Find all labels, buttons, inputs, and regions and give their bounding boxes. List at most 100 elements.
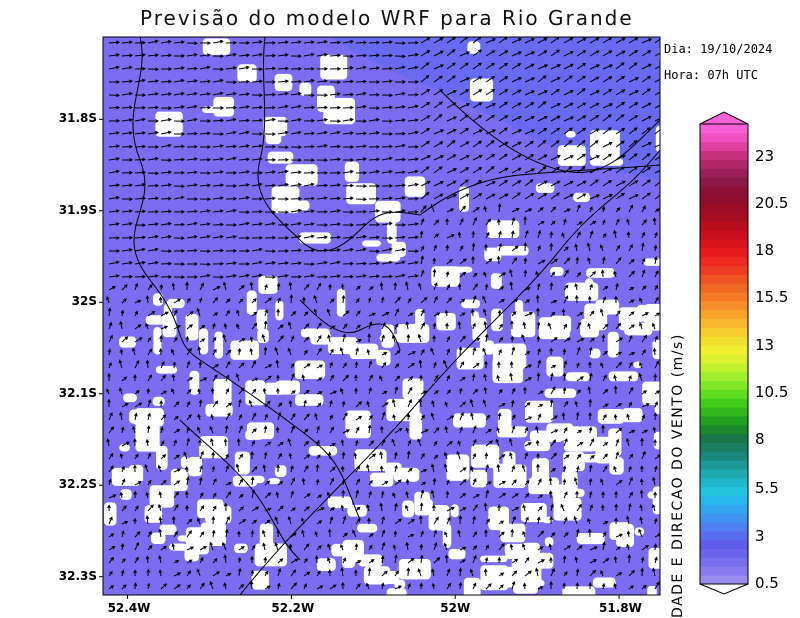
wind-arrow [485,583,492,590]
wind-arrow [576,88,586,96]
wind-arrow [264,196,277,201]
wind-arrow [433,101,443,109]
wind-arrow [549,282,554,291]
wind-arrow [498,388,503,395]
wind-arrow [641,205,646,213]
wind-arrow [588,398,593,408]
wind-arrow [316,40,328,44]
wind-arrow [212,364,220,369]
wind-arrow [407,533,415,538]
wind-arrow [615,403,623,408]
wind-arrow [134,299,142,304]
wind-arrow [134,453,139,460]
wind-arrow [186,297,191,304]
wind-arrow [420,218,425,226]
wind-arrow [511,141,522,148]
wind-arrow [173,504,179,512]
wind-arrow [368,40,381,45]
wind-arrow [641,258,646,265]
wind-arrow [133,374,137,381]
wind-arrow [550,271,556,278]
wind-arrow [342,310,350,317]
colorbar-segment [700,194,748,205]
wind-arrow [171,388,175,395]
wind-arrow [394,479,402,486]
wind-arrow [316,585,324,590]
wind-arrow [472,545,478,551]
wind-arrow [355,144,368,149]
wind-arrow [394,363,400,369]
wind-arrow [522,543,526,551]
wind-arrow [407,222,419,226]
wind-arrow [576,221,583,226]
wind-arrow [147,39,159,44]
wind-arrow [550,439,557,447]
wind-arrow [277,66,290,71]
wind-arrow [186,79,198,83]
wind-arrow [550,88,561,96]
wind-arrow [407,362,415,369]
colorbar-segment [700,300,748,311]
wind-arrow [381,402,389,408]
wind-arrow [264,480,271,486]
wind-arrow [537,403,544,408]
wind-arrow [509,452,513,460]
wind-arrow [407,351,417,356]
wind-arrow [121,235,134,240]
wind-arrow [277,40,290,45]
wind-arrow [212,322,216,330]
wind-arrow [262,464,267,473]
wind-arrow [212,118,225,123]
wind-arrow [170,348,175,356]
wind-arrow [251,40,263,44]
wind-arrow [394,118,406,123]
wind-arrow [238,41,251,45]
wind-arrow [432,477,437,486]
wind-arrow [316,130,328,135]
wind-arrow [199,531,205,538]
wind-arrow [524,287,531,291]
wind-arrow [498,89,509,96]
wind-arrow [132,425,136,434]
wind-arrow [602,114,612,122]
wind-arrow [404,281,409,291]
wind-arrow [641,102,652,109]
wind-arrow [407,297,412,304]
wind-arrow [485,181,496,187]
wind-arrow [628,115,639,122]
calm-patch [320,54,348,80]
wind-arrow [484,333,489,343]
wind-arrow [406,413,411,421]
wind-arrow [639,478,644,486]
wind-arrow [523,257,528,265]
wind-arrow [407,65,419,70]
wind-arrow [212,91,224,96]
wind-arrow [199,492,204,499]
wind-arrow [457,231,462,239]
wind-arrow [380,296,385,304]
wind-arrow [536,372,541,382]
wind-arrow [482,295,487,304]
wind-arrow [394,260,406,265]
calm-patch [396,323,430,343]
wind-arrow [524,299,531,304]
calm-patch [513,582,538,594]
wind-arrow [550,311,556,317]
wind-arrow [509,281,513,291]
calm-patch [446,454,470,481]
wind-arrow [355,119,368,124]
wind-arrow [392,414,396,421]
wind-arrow [407,249,420,254]
wind-arrow [432,257,437,265]
wind-arrow [264,492,272,499]
wind-arrow [183,451,188,460]
wind-arrow [654,52,660,57]
wind-arrow [524,102,535,109]
wind-arrow [211,529,216,538]
wind-arrow [511,346,516,356]
wind-arrow [303,131,316,136]
wind-arrow [483,271,487,278]
calm-patch [245,382,255,394]
wind-arrow [420,127,431,135]
wind-arrow [290,221,302,226]
